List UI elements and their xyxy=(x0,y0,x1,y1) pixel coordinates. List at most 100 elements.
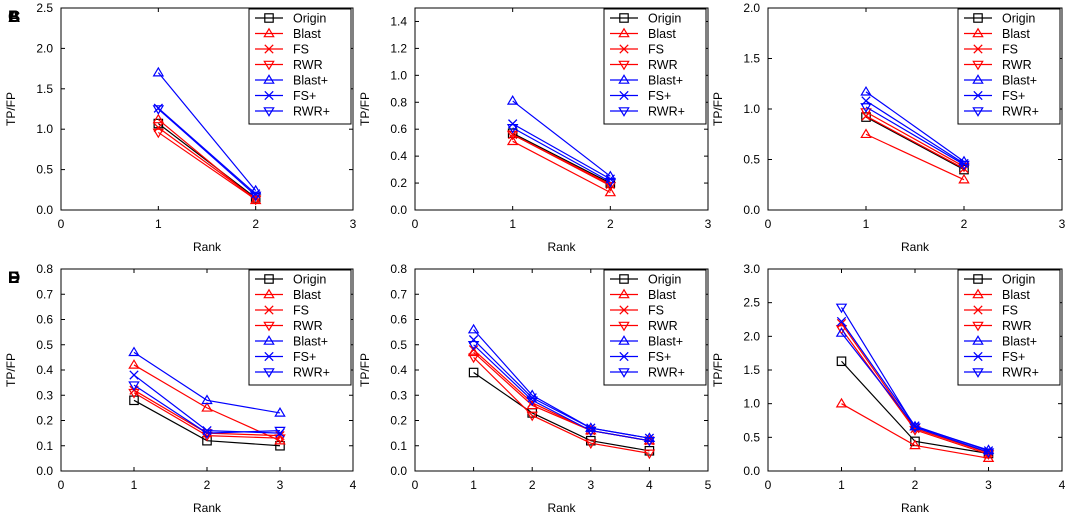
legend-label: FS+ xyxy=(648,350,671,364)
y-axis-label: TP/FP xyxy=(4,353,18,387)
legend-item: RWR xyxy=(610,319,678,333)
legend-marker xyxy=(619,351,629,362)
series-line xyxy=(133,392,281,439)
y-tick-label: 1.5 xyxy=(743,363,760,377)
legend-label: Blast+ xyxy=(1002,335,1037,349)
legend-label: Origin xyxy=(648,273,681,287)
data-point xyxy=(860,108,872,118)
data-point xyxy=(958,173,970,184)
series-line xyxy=(157,108,257,196)
legend-marker xyxy=(619,13,629,23)
legend-marker xyxy=(264,305,274,315)
legend-label: Blast xyxy=(648,288,676,302)
y-tick-label: 0.6 xyxy=(390,122,407,136)
legend-item: RWR+ xyxy=(255,105,330,119)
y-tick-label: 2.5 xyxy=(743,296,760,310)
x-tick-label: 3 xyxy=(985,478,992,492)
legend-marker xyxy=(973,274,983,284)
y-tick-label: 3.0 xyxy=(743,262,760,276)
legend-item: Blast+ xyxy=(255,335,328,349)
x-tick-label: 1 xyxy=(863,217,870,231)
series-line xyxy=(133,364,281,442)
data-point xyxy=(249,195,262,206)
legend-label: Origin xyxy=(1002,273,1035,287)
legend-label: Origin xyxy=(1002,12,1035,26)
x-axis-label: Rank xyxy=(547,240,576,254)
legend-item: Blast xyxy=(964,288,1030,302)
series-origin xyxy=(861,112,969,175)
legend-item: Blast xyxy=(610,27,676,41)
legend-item: RWR+ xyxy=(255,366,330,380)
legend-item: Blast xyxy=(964,27,1030,41)
legend-marker xyxy=(264,274,274,284)
data-point xyxy=(129,395,139,406)
legend-label: Blast+ xyxy=(293,74,328,88)
series-line xyxy=(512,140,611,194)
legend-marker xyxy=(972,107,984,117)
data-point xyxy=(467,323,480,334)
legend-box xyxy=(603,8,707,125)
legend-item: Origin xyxy=(610,12,681,26)
data-point xyxy=(506,135,519,146)
legend-item: FS+ xyxy=(964,350,1025,364)
legend-marker xyxy=(972,368,984,378)
x-tick-label: 0 xyxy=(765,217,772,231)
legend-marker xyxy=(973,90,983,101)
y-tick-label: 1.5 xyxy=(36,82,53,96)
y-tick-label: 2.5 xyxy=(36,1,53,15)
x-tick-label: 1 xyxy=(131,478,138,492)
data-point xyxy=(604,186,617,197)
y-tick-label: 1.5 xyxy=(743,52,760,66)
data-point xyxy=(153,122,163,133)
series-line xyxy=(512,123,611,180)
series-line xyxy=(840,307,989,453)
series-line xyxy=(512,100,611,177)
legend-item: Blast xyxy=(255,288,321,302)
series-rwr xyxy=(152,128,262,206)
legend-item: Blast+ xyxy=(964,335,1037,349)
series-line xyxy=(473,339,650,439)
legend-marker xyxy=(618,107,630,117)
legend-marker xyxy=(264,351,274,362)
y-tick-label: 0.5 xyxy=(36,338,53,352)
series-line xyxy=(157,107,257,195)
series-line xyxy=(865,100,965,165)
data-point xyxy=(982,452,995,463)
legend-marker xyxy=(619,90,629,101)
legend-marker xyxy=(618,60,630,71)
legend-marker xyxy=(619,274,629,284)
data-point xyxy=(836,356,847,367)
legend-item: Blast+ xyxy=(610,74,683,88)
data-point xyxy=(983,446,994,456)
y-tick-label: 0.0 xyxy=(390,464,407,478)
legend-marker xyxy=(263,107,275,117)
y-tick-label: 2.0 xyxy=(36,41,53,55)
data-point xyxy=(129,370,139,380)
y-tick-label: 0.0 xyxy=(390,203,407,217)
x-tick-label: 1 xyxy=(470,478,477,492)
legend-marker xyxy=(618,335,630,345)
x-axis-label: Rank xyxy=(901,501,930,515)
y-tick-label: 0.1 xyxy=(36,439,53,453)
y-tick-label: 2.0 xyxy=(743,329,760,343)
legend-box xyxy=(248,269,352,386)
legend-item: FS xyxy=(610,43,664,57)
legend-label: RWR xyxy=(1002,58,1032,72)
x-tick-label: 1 xyxy=(509,217,516,231)
series-line xyxy=(512,132,611,184)
legend-marker xyxy=(264,13,274,23)
y-tick-label: 0.0 xyxy=(36,464,53,478)
legend-marker xyxy=(263,60,275,71)
data-point xyxy=(909,439,921,450)
data-point xyxy=(506,124,519,134)
legend-marker xyxy=(264,44,274,54)
data-point xyxy=(468,335,479,345)
data-point xyxy=(274,426,286,437)
y-tick-label: 0.1 xyxy=(390,439,407,453)
series-line xyxy=(865,111,965,168)
series-blast xyxy=(835,397,995,463)
legend-marker xyxy=(264,90,274,101)
data-point xyxy=(585,439,597,450)
y-tick-label: 0.0 xyxy=(743,203,760,217)
